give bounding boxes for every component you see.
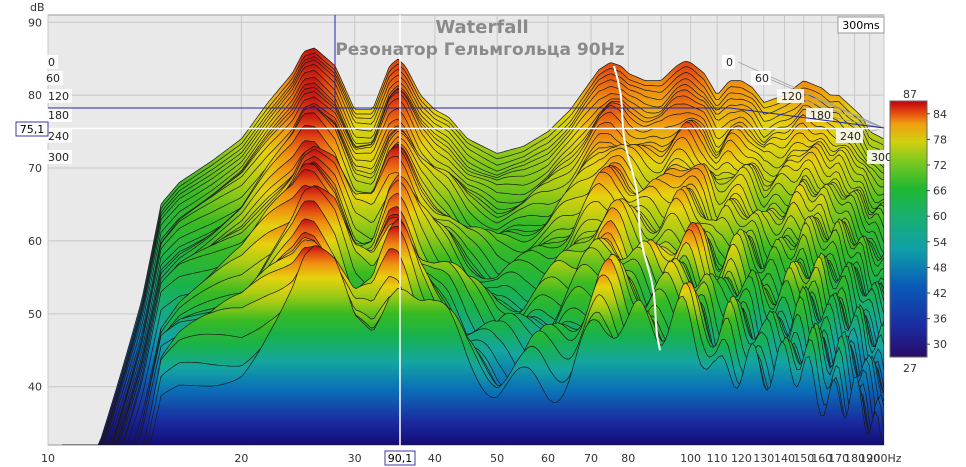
time-tick-bg: [47, 89, 72, 103]
x-tick-label: 40: [428, 452, 442, 465]
x-tick-label: 100: [680, 452, 701, 465]
x-tick-label: 150: [793, 452, 814, 465]
time-tick-bg: [45, 71, 63, 85]
time-tick-label-right: 0: [726, 56, 733, 69]
y-tick-label: 70: [28, 162, 42, 175]
y-axis: 90 80 70 60 50 40: [28, 16, 42, 393]
x-tick-label: 10: [41, 452, 55, 465]
colorbar: [889, 100, 928, 358]
y-axis-label: dB: [30, 1, 45, 14]
chart-title: Waterfall: [435, 17, 528, 38]
time-range-box: [837, 16, 885, 34]
colorbar-tick-label: 48: [933, 261, 947, 274]
time-tick-bg: [722, 55, 735, 69]
time-tick-label-right: 60: [755, 72, 769, 85]
cursor-x-readout: 90,1: [388, 452, 413, 465]
x-tick-label: 70: [584, 452, 598, 465]
time-tick-bg: [47, 108, 72, 122]
x-tick-label: 200Hz: [866, 452, 901, 465]
x-tick-label: 130: [753, 452, 774, 465]
time-tick-label-right: 240: [840, 130, 861, 143]
x-tick-label: 170: [828, 452, 849, 465]
colorbar-min-label: 27: [903, 362, 917, 375]
chart-subtitle: Резонатор Гельмгольца 90Hz: [335, 40, 624, 60]
colorbar-tick-label: 60: [933, 210, 947, 223]
x-tick-label: 20: [234, 452, 248, 465]
time-tick-bg: [47, 55, 58, 69]
time-tick-bg: [836, 129, 863, 143]
x-tick-label: 30: [348, 452, 362, 465]
time-tick-bg: [47, 129, 72, 143]
time-tick-bg: [751, 71, 771, 85]
colorbar-tick-label: 42: [933, 287, 947, 300]
time-perspective-line: [766, 77, 885, 129]
time-tick-label-left: 60: [46, 72, 60, 85]
x-tick-label: 60: [541, 452, 555, 465]
time-tick-bg: [47, 150, 72, 164]
y-tick-label: 80: [28, 89, 42, 102]
colorbar-tick-label: 54: [933, 236, 947, 249]
y-tick-label: 60: [28, 235, 42, 248]
colorbar-max-label: 87: [903, 88, 917, 101]
y-tick-label: 40: [28, 381, 42, 394]
colorbar-tick-label: 72: [933, 159, 947, 172]
time-tick-label-left: 120: [48, 90, 69, 103]
colorbar-tick-label: 78: [933, 133, 947, 146]
colorbar-tick-label: 36: [933, 313, 947, 326]
x-tick-label: 190: [859, 452, 880, 465]
colorbar-tick-label: 84: [933, 108, 947, 121]
time-tick-label-right: 300: [871, 151, 892, 164]
time-tick-label-left: 0: [48, 56, 55, 69]
x-tick-label: 120: [731, 452, 752, 465]
time-tick-bg: [867, 150, 894, 164]
cursor-y-readout-box[interactable]: [15, 121, 49, 137]
time-perspective-line: [792, 95, 885, 129]
colorbar-ticks: 84 78 72 66 60 54 48 42 36 30: [927, 108, 947, 351]
colorbar-tick-label: 30: [933, 338, 947, 351]
y-tick-label: 90: [28, 16, 42, 29]
y-tick-label: 50: [28, 308, 42, 321]
cursor-y-readout: 75,1: [20, 123, 45, 136]
time-tick-bg: [777, 89, 804, 103]
time-tick-label-left: 240: [48, 130, 69, 143]
x-axis: 10 20 30 40 50 60 70 80 100 110 120 130 140150160170…: [41, 452, 902, 465]
x-tick-label: 160: [811, 452, 832, 465]
resonance-trace: [613, 65, 661, 351]
colorbar-tick-label: 66: [933, 185, 947, 198]
time-slice-line: [48, 107, 885, 129]
waterfall-slice: [62, 245, 884, 445]
x-tick-label: 50: [490, 452, 504, 465]
cursor-x-readout-box[interactable]: [384, 450, 416, 466]
x-tick-label: 140: [774, 452, 795, 465]
x-tick-label: 80: [621, 452, 635, 465]
time-tick-label-left: 300: [48, 151, 69, 164]
waterfall-surface: [62, 47, 884, 445]
time-range-label: 300ms: [842, 19, 880, 32]
x-tick-label: 110: [707, 452, 728, 465]
time-tick-label-left: 180: [48, 109, 69, 122]
x-tick-label: 180: [844, 452, 865, 465]
time-tick-label-right: 120: [781, 90, 802, 103]
